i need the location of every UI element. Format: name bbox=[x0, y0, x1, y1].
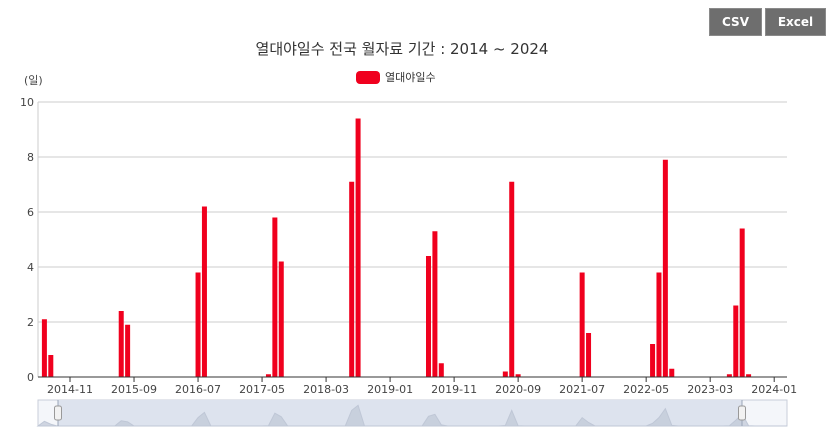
navigator[interactable] bbox=[36, 399, 788, 427]
legend-swatch bbox=[356, 71, 380, 84]
bar[interactable] bbox=[125, 324, 131, 377]
x-tick-label: 2024-01 bbox=[751, 383, 797, 396]
bar[interactable] bbox=[515, 374, 521, 377]
bar[interactable] bbox=[118, 311, 124, 377]
x-tick-label: 2023-03 bbox=[687, 383, 733, 396]
csv-download-button[interactable]: CSV bbox=[709, 8, 762, 36]
bar[interactable] bbox=[509, 181, 515, 377]
bar[interactable] bbox=[48, 355, 54, 377]
bar[interactable] bbox=[349, 181, 355, 377]
bar[interactable] bbox=[746, 374, 752, 377]
bar[interactable] bbox=[726, 374, 732, 377]
bar[interactable] bbox=[41, 319, 47, 377]
bar[interactable] bbox=[502, 371, 508, 378]
bar[interactable] bbox=[195, 272, 201, 378]
chart-title: 열대야일수 전국 월자료 기간 : 2014 ~ 2024 bbox=[256, 40, 549, 58]
bar[interactable] bbox=[650, 344, 656, 377]
x-tick-label: 2020-09 bbox=[495, 383, 541, 396]
y-tick-label: 6 bbox=[27, 206, 34, 219]
navigator-right-handle[interactable] bbox=[738, 405, 746, 421]
legend[interactable]: 열대야일수 bbox=[356, 70, 436, 84]
x-tick-label: 2016-07 bbox=[175, 383, 221, 396]
y-tick-label: 4 bbox=[27, 261, 34, 274]
bar[interactable] bbox=[272, 217, 278, 378]
grid bbox=[38, 101, 787, 323]
bar[interactable] bbox=[662, 159, 668, 377]
y-axis-label: (일) bbox=[24, 73, 43, 87]
x-tick-label: 2017-05 bbox=[239, 383, 285, 396]
x-tick-label: 2018-03 bbox=[303, 383, 349, 396]
bar[interactable] bbox=[278, 261, 284, 378]
bar[interactable] bbox=[656, 272, 662, 378]
bar[interactable] bbox=[733, 305, 739, 378]
navigator-range[interactable] bbox=[58, 400, 742, 426]
bar[interactable] bbox=[669, 368, 675, 377]
y-tick-label: 10 bbox=[20, 96, 34, 109]
legend-label: 열대야일수 bbox=[385, 70, 436, 84]
y-tick-label: 2 bbox=[27, 316, 34, 329]
navigator-left-handle[interactable] bbox=[54, 405, 62, 421]
navigator-series bbox=[36, 404, 787, 427]
bar-series[interactable] bbox=[41, 118, 752, 378]
x-tick-label: 2021-07 bbox=[559, 383, 605, 396]
x-tick-label: 2019-01 bbox=[367, 383, 413, 396]
y-tick-label: 8 bbox=[27, 151, 34, 164]
x-tick-label: 2019-11 bbox=[431, 383, 477, 396]
bar[interactable] bbox=[438, 363, 444, 377]
y-axis: 0 2 4 6 8 10 bbox=[20, 96, 39, 384]
x-tick-label: 2015-09 bbox=[111, 383, 157, 396]
y-tick-label: 0 bbox=[27, 371, 34, 384]
bar[interactable] bbox=[201, 206, 207, 378]
bar[interactable] bbox=[355, 118, 361, 378]
x-tick-label: 2014-11 bbox=[47, 383, 93, 396]
bar[interactable] bbox=[579, 272, 585, 378]
x-tick-label: 2022-05 bbox=[623, 383, 669, 396]
bar[interactable] bbox=[586, 333, 592, 377]
bar[interactable] bbox=[739, 228, 745, 378]
bar[interactable] bbox=[265, 374, 271, 377]
bar[interactable] bbox=[426, 256, 432, 377]
x-axis: 2014-11 2015-09 2016-07 2017-05 2018-03 2019-… bbox=[38, 376, 797, 396]
excel-download-button[interactable]: Excel bbox=[765, 8, 826, 36]
bar[interactable] bbox=[432, 231, 438, 377]
